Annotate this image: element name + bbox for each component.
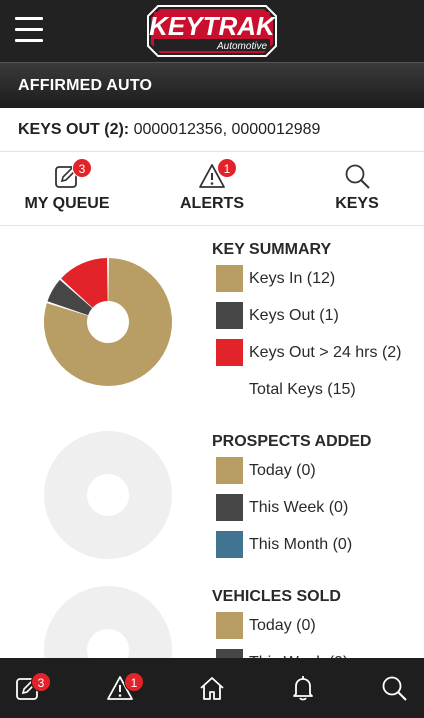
tab-keys-label: KEYS <box>335 195 379 212</box>
keys-out-value: 0000012356, 0000012989 <box>133 121 321 138</box>
prospects-donut-chart[interactable] <box>44 431 172 559</box>
legend-swatch <box>216 339 243 366</box>
legend-swatch <box>216 457 243 484</box>
legend-label: This Week (0) <box>249 499 349 516</box>
alert-triangle-icon <box>199 164 225 188</box>
legend-swatch <box>216 494 243 521</box>
donut-slice-keys-out-24-hrs[interactable] <box>61 258 108 308</box>
tab-keys[interactable]: KEYS <box>290 152 424 226</box>
empty-donut-ring <box>44 431 172 559</box>
nav-alerts-badge: 1 <box>124 672 144 692</box>
tab-alerts[interactable]: 1 ALERTS <box>145 152 279 226</box>
legend-label: Keys In (12) <box>249 270 336 287</box>
tab-my-queue[interactable]: 3 MY QUEUE <box>0 152 134 226</box>
tab-bar: 3 MY QUEUE 1 ALERTS KEYS <box>0 152 424 226</box>
nav-queue-badge: 3 <box>31 672 51 692</box>
keys-out-label: KEYS OUT (2): <box>18 121 130 138</box>
vehicles-title: VEHICLES SOLD <box>212 588 341 605</box>
bottom-nav: 3 1 <box>0 658 424 718</box>
alerts-badge: 1 <box>217 158 237 178</box>
legend-swatch <box>216 531 243 558</box>
search-icon <box>345 164 370 189</box>
legend-label: Today (0) <box>249 617 316 634</box>
legend-label: Today (0) <box>249 462 316 479</box>
legend-label: This Month (0) <box>249 536 353 553</box>
hamburger-icon[interactable] <box>15 15 43 43</box>
legend-label: Keys Out > 24 hrs (2) <box>249 344 402 361</box>
total-keys-label: Total Keys (15) <box>249 381 356 398</box>
dealer-bar: AFFIRMED AUTO <box>0 62 424 108</box>
keys-out-summary: KEYS OUT (2): 0000012356, 0000012989 <box>0 108 424 152</box>
tab-alerts-label: ALERTS <box>180 195 244 212</box>
queue-badge: 3 <box>72 158 92 178</box>
legend-swatch <box>216 265 243 292</box>
key-summary-donut-chart[interactable] <box>44 258 172 386</box>
tab-my-queue-label: MY QUEUE <box>24 195 110 212</box>
dealer-name: AFFIRMED AUTO <box>18 77 153 94</box>
donut-slice-keys-out[interactable] <box>47 279 93 316</box>
legend-swatch <box>216 612 243 639</box>
nav-search-icon[interactable] <box>380 674 408 702</box>
key-summary-title: KEY SUMMARY <box>212 241 332 258</box>
logo-text: KEYTRAK <box>149 11 277 41</box>
app-header: KEYTRAK Automotive <box>0 0 424 62</box>
prospects-title: PROSPECTS ADDED <box>212 433 372 450</box>
logo-subtext: Automotive <box>216 41 267 52</box>
nav-bell-icon[interactable] <box>289 674 317 702</box>
legend-label: Keys Out (1) <box>249 307 339 324</box>
donut-slice-keys-in[interactable] <box>44 258 172 386</box>
legend-swatch <box>216 302 243 329</box>
keytrak-logo: KEYTRAK Automotive <box>147 5 277 57</box>
nav-home-icon[interactable] <box>198 674 226 702</box>
